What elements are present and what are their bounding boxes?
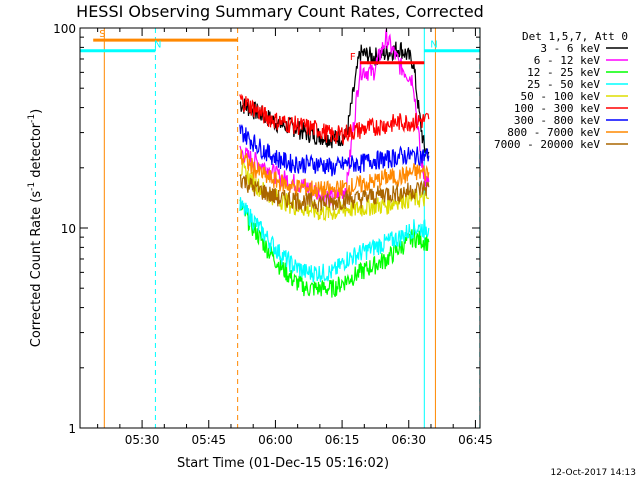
y-axis-label-sup1: -1 [27, 182, 37, 191]
legend-label-0: 3 - 6 keV [540, 42, 600, 55]
legend-label-3: 25 - 50 keV [527, 78, 600, 91]
legend-label-4: 50 - 100 keV [521, 90, 601, 103]
y-axis-label: Corrected Count Rate (s-1 detector-1) [27, 109, 44, 347]
annotation-label-1: N [154, 40, 161, 51]
x-tick-label-1: 05:45 [191, 433, 226, 447]
y-axis-label-sup2: -1 [27, 114, 37, 123]
series-line-3 [239, 197, 430, 283]
y-axis-label-part3: ) [29, 109, 44, 114]
series-line-6 [239, 124, 430, 177]
series-line-8 [239, 174, 430, 213]
annotation-label-0: S [99, 29, 105, 40]
legend-label-8: 7000 - 20000 keV [494, 138, 600, 151]
series-layer [239, 28, 430, 298]
x-tick-label-3: 06:15 [325, 433, 360, 447]
legend-title: Det 1,5,7, Att 0 [522, 30, 628, 43]
legend-label-1: 6 - 12 keV [534, 54, 601, 67]
legend-label-2: 12 - 25 keV [527, 66, 600, 79]
y-axis-label-part1: Corrected Count Rate (s [29, 191, 44, 348]
interval-annotations: S N N F [80, 29, 480, 65]
legend-label-5: 100 - 300 keV [514, 102, 600, 115]
x-tick-label-2: 06:00 [258, 433, 293, 447]
legend-label-6: 300 - 800 keV [514, 114, 600, 127]
x-tick-label-4: 06:30 [391, 433, 426, 447]
chart-title: HESSI Observing Summary Count Rates, Cor… [76, 2, 484, 21]
y-tick-label-2: 100 [53, 22, 76, 36]
y-axis: 1 10 100 [53, 22, 480, 436]
x-tick-label-0: 05:30 [125, 433, 160, 447]
x-tick-label-5: 06:45 [458, 433, 493, 447]
annotation-label-2: N [430, 40, 437, 51]
annotation-label-3: F [350, 52, 356, 63]
x-axis: 05:30 05:45 06:00 06:15 06:30 06:45 [97, 28, 493, 447]
legend-label-7: 800 - 7000 keV [507, 126, 600, 139]
y-axis-label-part2: detector [29, 122, 44, 182]
series-line-5 [239, 93, 430, 146]
y-tick-label-1: 10 [61, 222, 76, 236]
y-tick-label-0: 1 [68, 422, 76, 436]
footer-date: 12-Oct-2017 14:13 [551, 468, 636, 478]
series-line-7 [239, 149, 430, 200]
x-axis-label: Start Time (01-Dec-15 05:16:02) [177, 456, 389, 471]
